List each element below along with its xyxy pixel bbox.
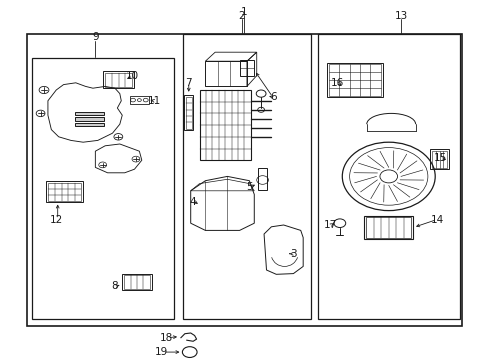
Text: 4: 4	[189, 197, 196, 207]
Bar	[429, 149, 448, 169]
Text: 10: 10	[125, 71, 138, 81]
Text: 7: 7	[184, 78, 191, 88]
Text: 11: 11	[147, 96, 161, 106]
Bar	[239, 60, 254, 76]
Bar	[185, 97, 191, 129]
Text: 16: 16	[330, 78, 344, 88]
Bar	[199, 90, 250, 160]
Bar	[317, 34, 459, 319]
Text: 2: 2	[238, 11, 245, 21]
Bar	[257, 168, 267, 190]
Bar	[105, 73, 132, 87]
Text: 9: 9	[92, 32, 99, 42]
Text: 6: 6	[270, 92, 277, 102]
Text: 18: 18	[159, 333, 173, 343]
Text: 17: 17	[323, 220, 336, 230]
Bar	[431, 151, 446, 168]
Bar	[122, 274, 151, 290]
Bar	[75, 117, 104, 121]
Bar	[75, 112, 104, 115]
Bar	[75, 123, 104, 126]
Text: 14: 14	[430, 215, 444, 225]
Bar	[326, 63, 382, 97]
Bar	[205, 61, 246, 86]
Bar	[124, 275, 149, 289]
Text: 5: 5	[245, 182, 252, 192]
Bar	[102, 71, 134, 88]
Text: 1: 1	[241, 6, 247, 17]
Text: 8: 8	[111, 281, 118, 291]
Bar	[366, 217, 410, 238]
Bar	[46, 181, 83, 202]
Text: 3: 3	[289, 249, 296, 259]
Bar	[328, 64, 380, 96]
Bar	[184, 95, 193, 130]
Text: 19: 19	[154, 347, 168, 357]
Bar	[183, 34, 310, 319]
Text: 13: 13	[393, 11, 407, 21]
Bar	[129, 96, 149, 104]
Bar	[27, 34, 461, 326]
Text: 12: 12	[49, 215, 63, 225]
Text: 15: 15	[432, 153, 446, 163]
Bar	[364, 216, 412, 239]
Bar	[32, 58, 173, 319]
Bar	[48, 183, 81, 201]
